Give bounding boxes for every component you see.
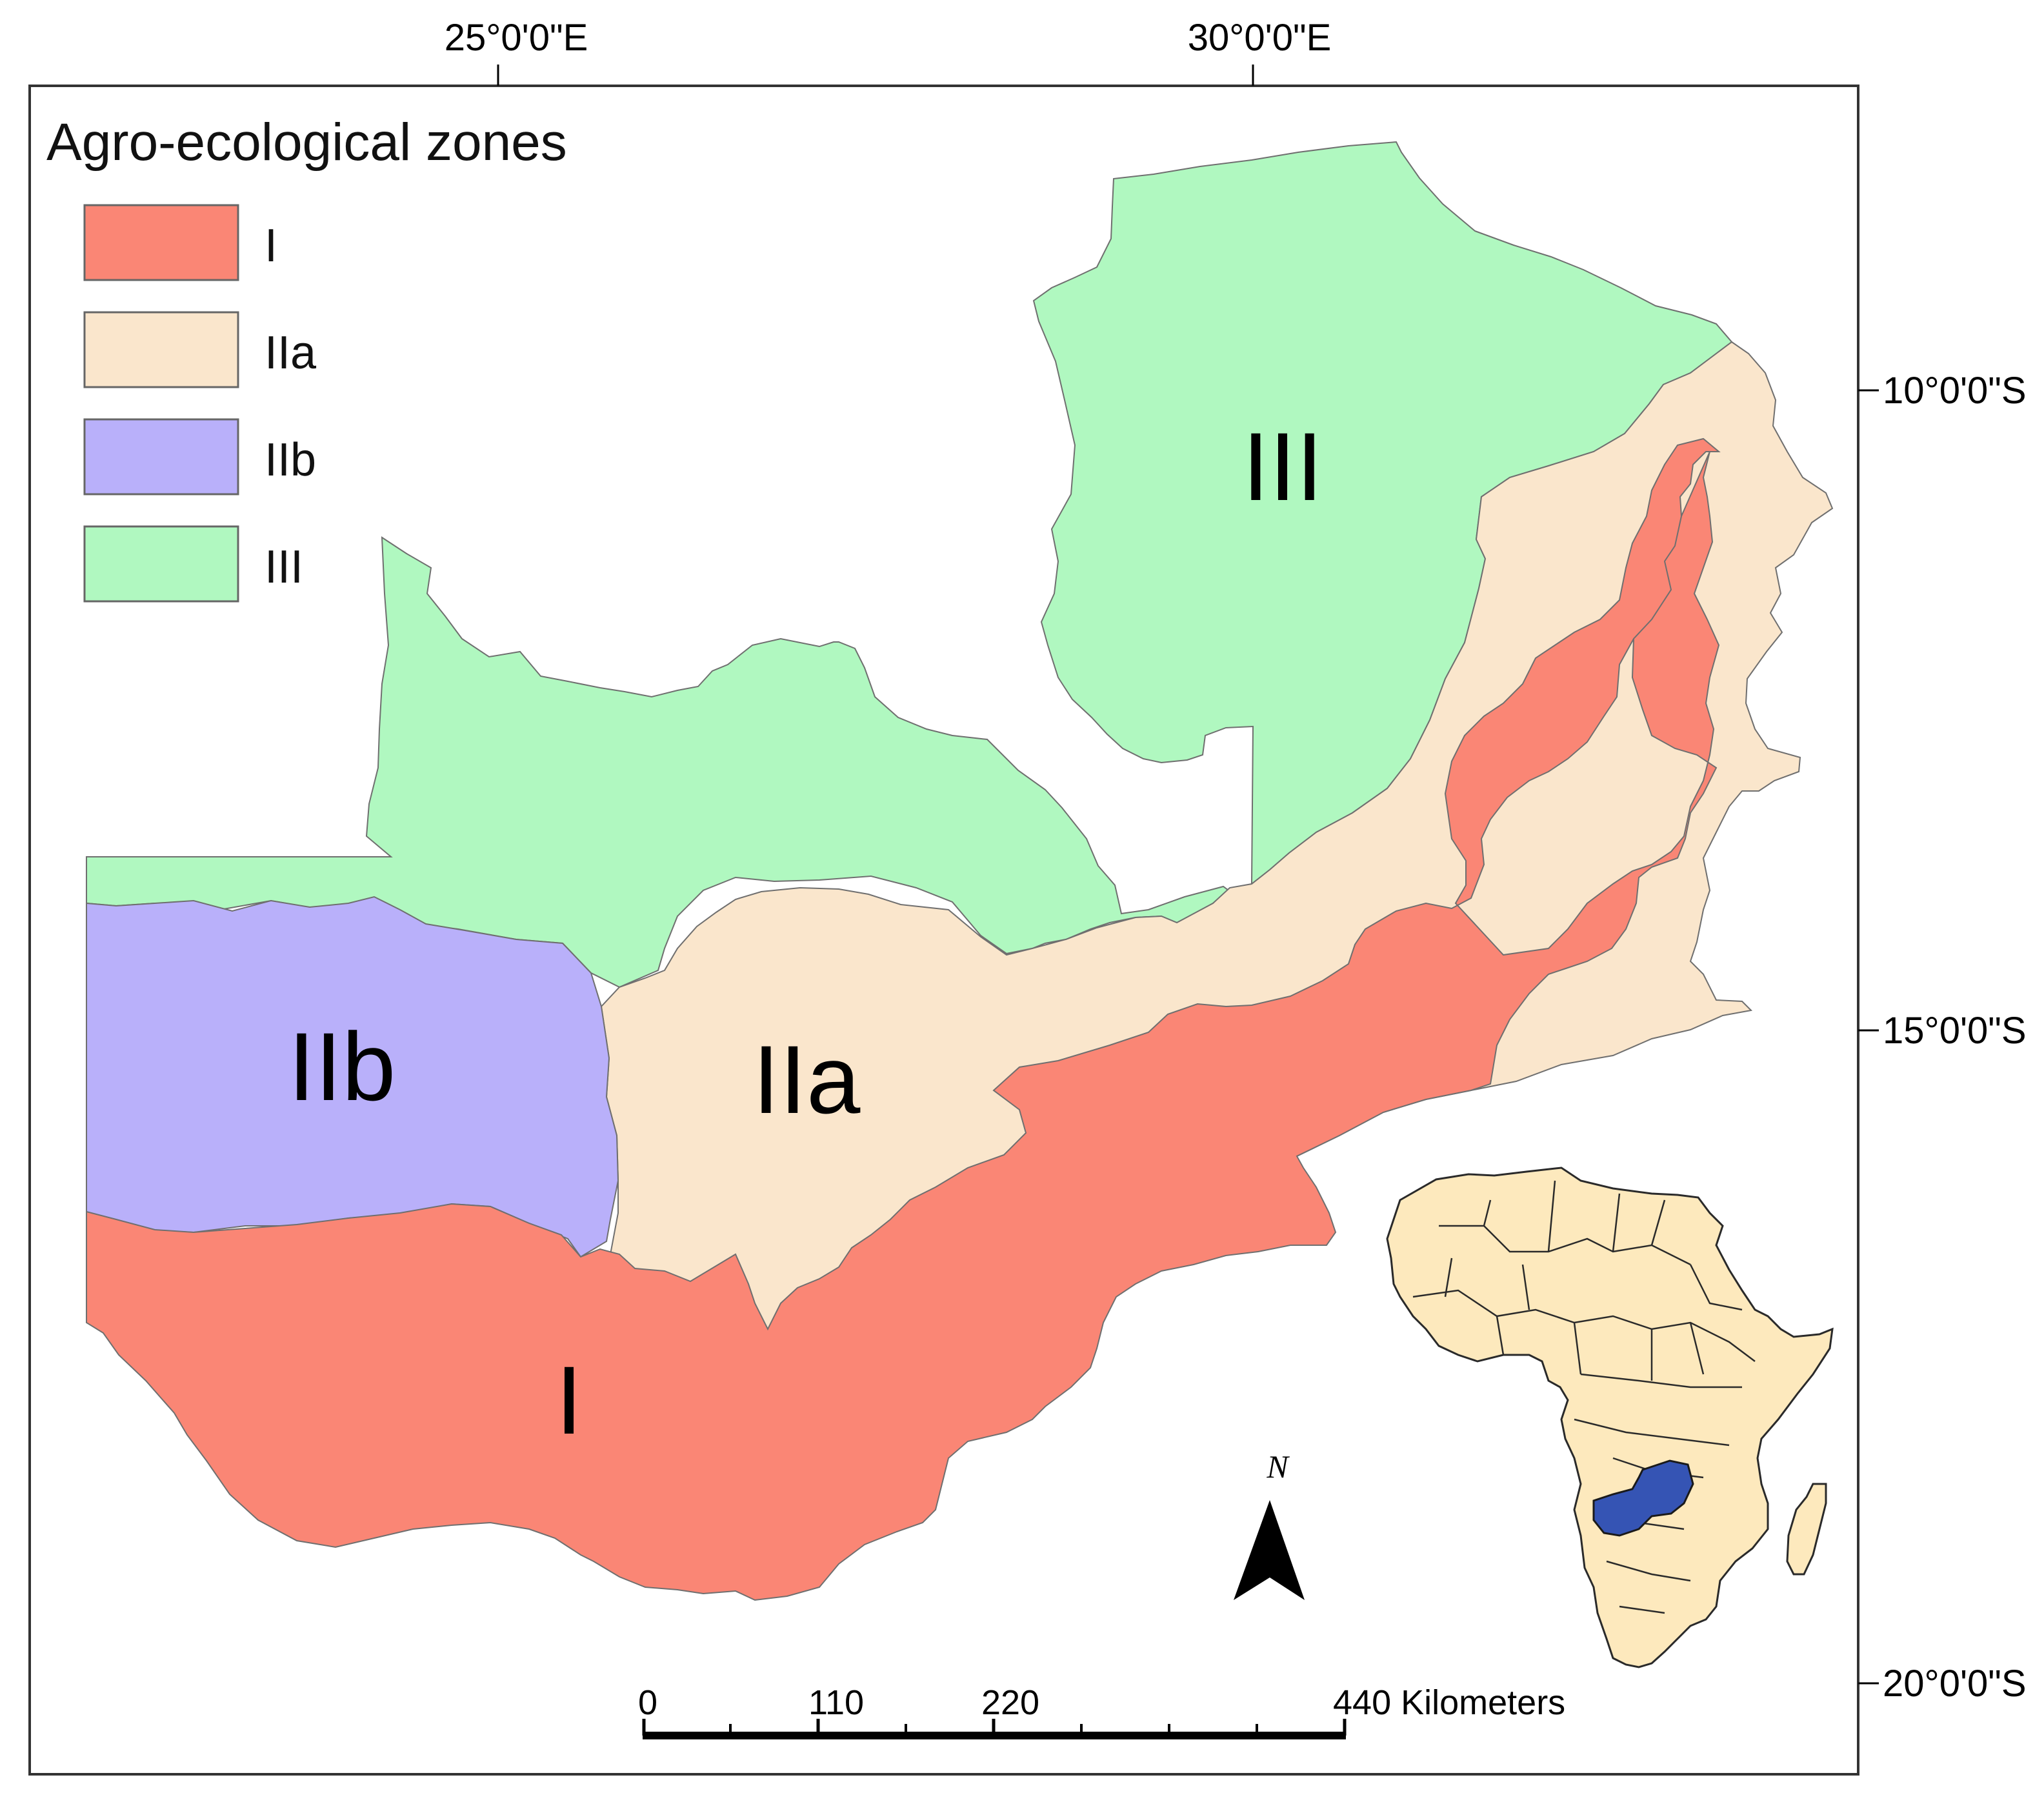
zone-label-i: I <box>556 1346 583 1454</box>
scale-label-110: 110 <box>808 1683 864 1722</box>
scale-label-440: 440 Kilometers <box>1333 1683 1565 1722</box>
scale-label-0: 0 <box>638 1683 657 1722</box>
legend-label-iia: IIa <box>265 327 317 379</box>
lon-label-25: 25°0'0"E <box>445 17 588 59</box>
legend-label-iib: IIb <box>265 434 316 486</box>
north-arrow-label: N <box>1266 1448 1290 1485</box>
legend-swatch-iia <box>83 311 239 388</box>
zambia-highlight <box>1592 1459 1694 1537</box>
legend-swatch-i <box>83 204 239 281</box>
legend-label-iii: III <box>265 541 303 593</box>
zone-label-iii: III <box>1242 412 1323 521</box>
legend: Agro-ecological zones I IIa IIb III <box>46 113 567 603</box>
lat-label-15: 15°0'0"S <box>1883 1010 2027 1052</box>
legend-title: Agro-ecological zones <box>46 113 567 172</box>
lat-label-20: 20°0'0"S <box>1883 1663 2027 1705</box>
legend-swatch-iib <box>83 418 239 496</box>
lon-label-30: 30°0'0"E <box>1188 17 1332 59</box>
north-arrow: N <box>1234 1448 1305 1600</box>
north-arrow-icon <box>1234 1500 1305 1600</box>
zone-label-iib: IIb <box>288 1012 396 1121</box>
zone-i-south <box>86 437 1721 1601</box>
zone-label-iia: IIa <box>753 1025 861 1134</box>
africa-inset <box>1386 1166 1834 1668</box>
legend-swatch-iii <box>83 525 239 603</box>
madagascar-outline <box>1786 1483 1827 1576</box>
legend-label-i: I <box>265 220 277 272</box>
scale-bar: 0 110 220 440 Kilometers <box>638 1683 1565 1739</box>
africa-outline <box>1386 1166 1834 1668</box>
scale-label-220: 220 <box>981 1683 1039 1722</box>
graticule: 25°0'0"E 30°0'0"E 10°0'0"S 15°0'0"S 20°0… <box>445 17 2027 1705</box>
lat-label-10: 10°0'0"S <box>1883 370 2027 412</box>
